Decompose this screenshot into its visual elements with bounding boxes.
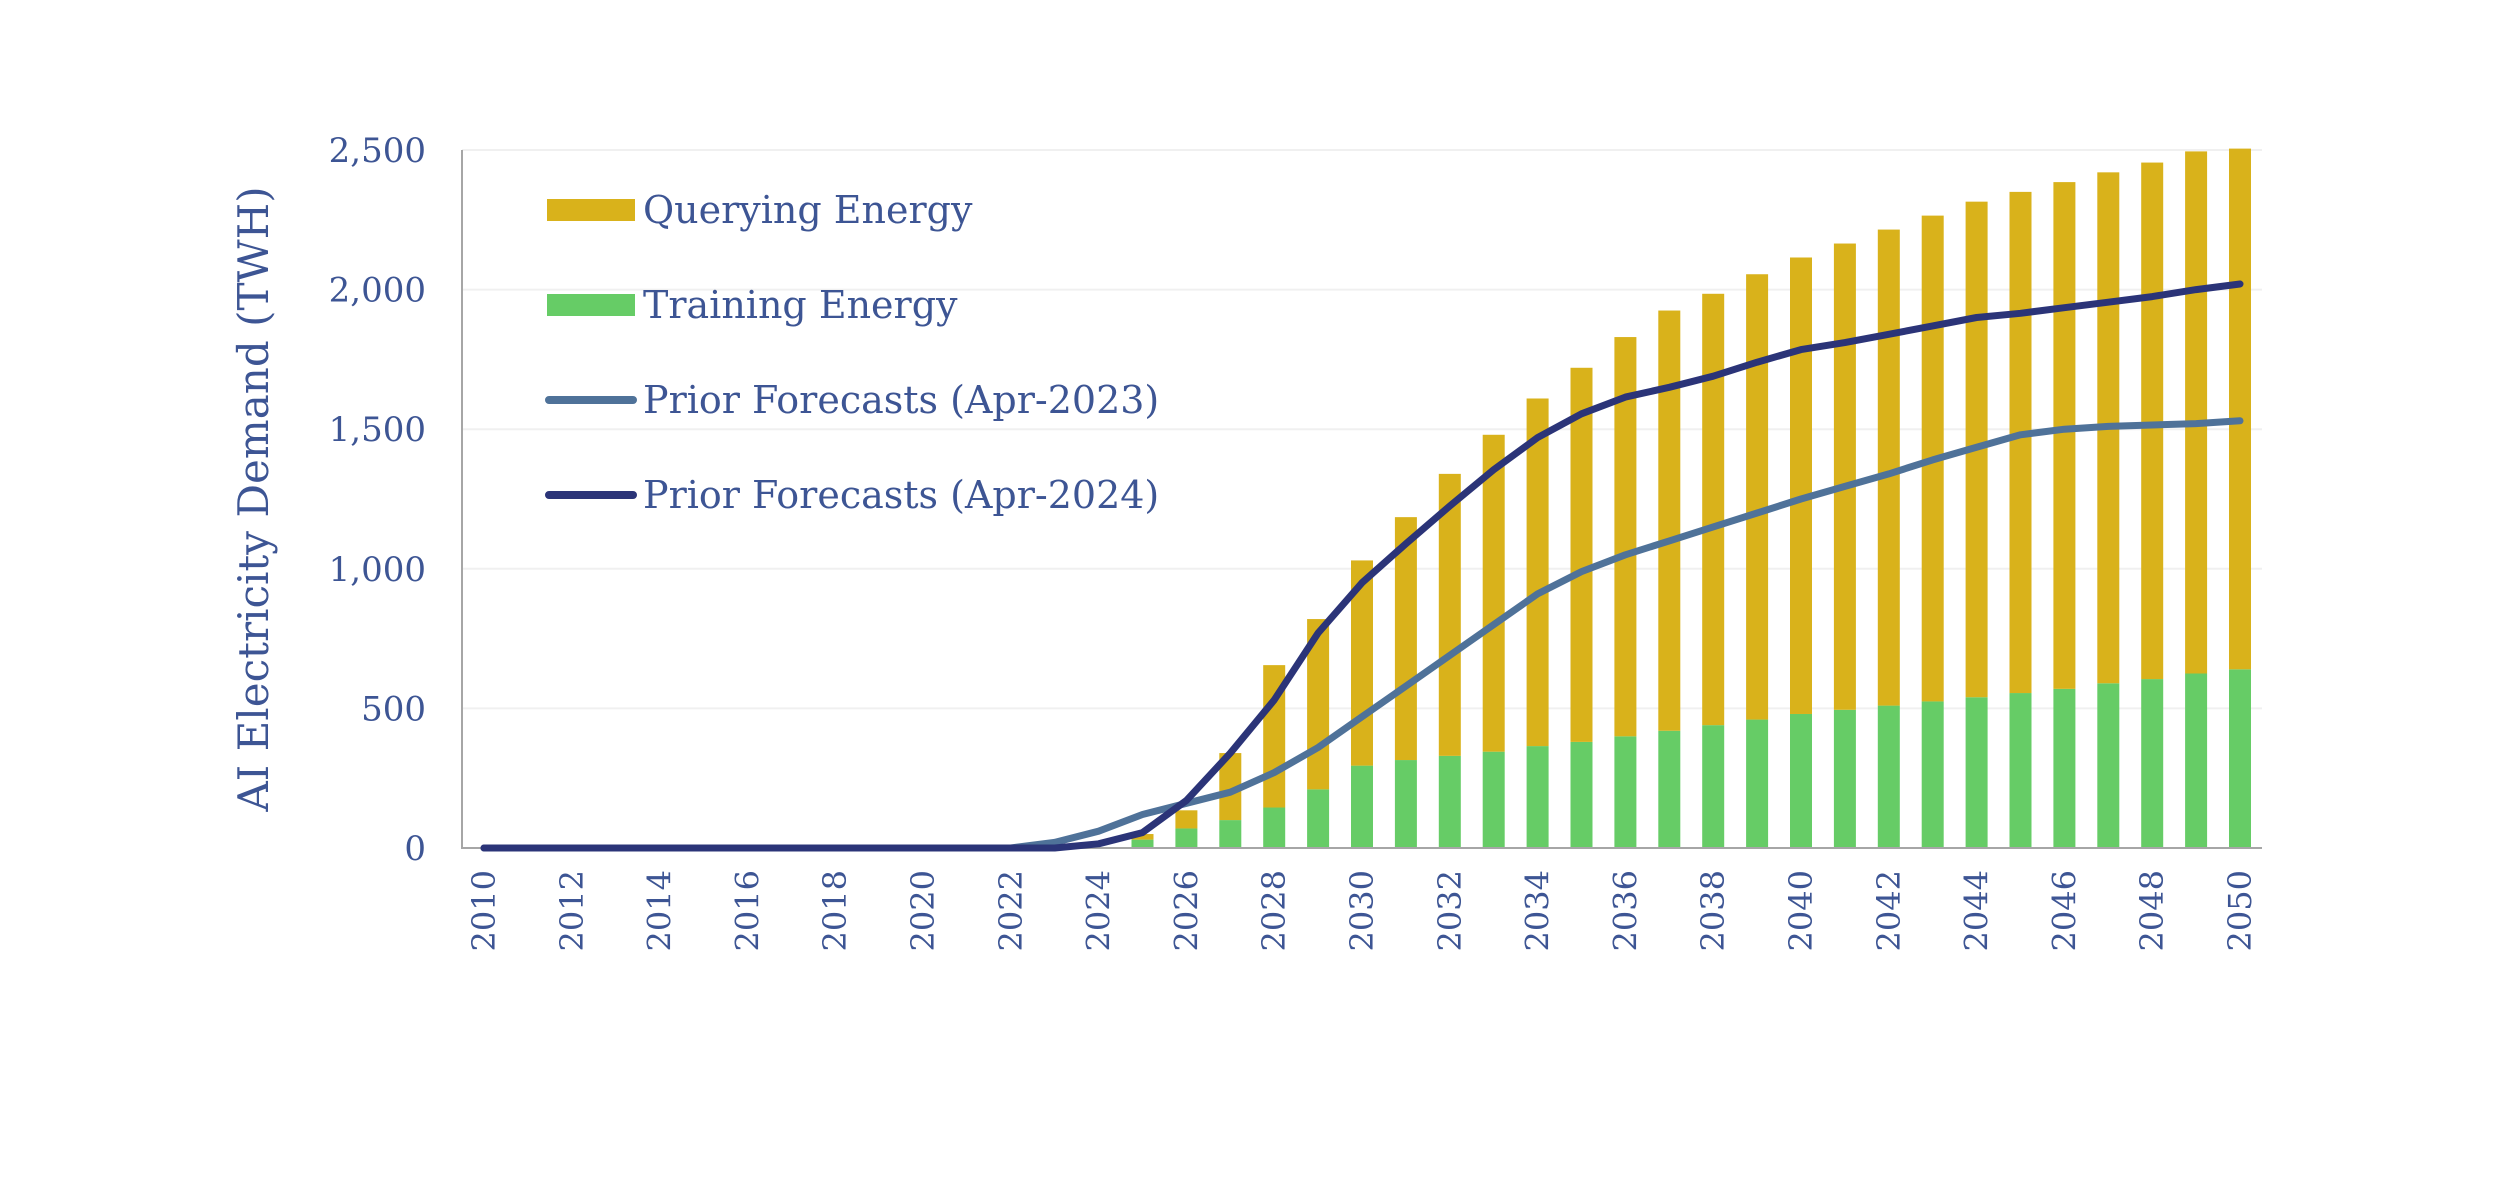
y-tick-label-500: 500 [361, 689, 426, 729]
x-tick-label-2038: 2038 [1694, 870, 1732, 951]
bar-training-energy-2041 [1833, 709, 1856, 848]
line-prior-forecasts-apr-2024- [480, 280, 2244, 852]
bar-querying-energy-2032 [1438, 473, 1461, 756]
legend-swatch-training-energy [547, 294, 635, 316]
x-tick-label-2050: 2050 [2221, 870, 2259, 951]
bar-training-energy-2034 [1526, 746, 1549, 848]
bar-training-energy-2046 [2053, 688, 2076, 848]
legend-label-querying-energy: Querying Energy [643, 188, 973, 232]
bar-training-energy-2042 [1877, 705, 1900, 848]
bar-querying-energy-2031 [1394, 517, 1417, 761]
bar-querying-energy-2039 [1746, 274, 1769, 720]
bar-querying-energy-2025 [1131, 834, 1154, 840]
x-tick-label-2024: 2024 [1080, 870, 1118, 951]
bar-training-energy-2049 [2185, 673, 2208, 848]
bar-training-energy-2045 [2009, 693, 2032, 848]
bar-querying-energy-2035 [1570, 367, 1593, 742]
bar-querying-energy-2038 [1702, 293, 1725, 726]
bar-querying-energy-2033 [1482, 434, 1505, 752]
gridlines [462, 149, 2262, 710]
x-tick-label-2014: 2014 [641, 870, 679, 951]
x-tick-label-2016: 2016 [728, 870, 766, 951]
legend-label-prior-forecasts-apr-2023-: Prior Forecasts (Apr-2023) [643, 378, 1159, 422]
legend-label-training-energy: Training Energy [643, 283, 958, 327]
bar-querying-energy-2027 [1219, 753, 1242, 821]
bar-training-energy-2037 [1658, 730, 1681, 848]
bar-training-energy-2026 [1175, 828, 1198, 848]
x-tick-label-2012: 2012 [553, 870, 591, 951]
x-tick-label-2010: 2010 [465, 870, 503, 951]
bar-querying-energy-2026 [1175, 810, 1198, 829]
bar-training-energy-2028 [1263, 807, 1286, 848]
bar-querying-energy-2046 [2053, 182, 2076, 689]
x-tick-label-2030: 2030 [1343, 870, 1381, 951]
legend: Querying Energy Training Energy Prior Fore… [545, 188, 1159, 517]
legend-label-prior-forecasts-apr-2024-: Prior Forecasts (Apr-2024) [643, 473, 1159, 517]
bar-training-energy-2027 [1219, 820, 1242, 848]
bar-querying-energy-2045 [2009, 191, 2032, 694]
bars [1131, 148, 2251, 848]
x-tick-label-2032: 2032 [1431, 870, 1469, 951]
legend-swatch-querying-energy [547, 199, 635, 221]
x-tick-label-2044: 2044 [1958, 870, 1996, 951]
x-tick-label-2026: 2026 [1167, 870, 1205, 951]
x-tick-label-2034: 2034 [1519, 870, 1557, 951]
bar-querying-energy-2041 [1833, 243, 1856, 710]
bar-training-energy-2050 [2229, 669, 2251, 848]
x-tick-label-2048: 2048 [2133, 870, 2171, 951]
x-tick-labels: 2010 2012 2014 2016 2018 2020 2022 2024 2026 2028… [465, 870, 2259, 951]
bar-querying-energy-2049 [2185, 151, 2208, 674]
forecast-lines [480, 280, 2244, 852]
y-tick-label-2500: 2,500 [329, 131, 426, 171]
bar-querying-energy-2040 [1790, 257, 1812, 714]
bar-training-energy-2044 [1965, 697, 1988, 848]
bar-training-energy-2031 [1394, 760, 1417, 848]
bar-querying-energy-2034 [1526, 398, 1549, 747]
bar-training-energy-2029 [1307, 789, 1330, 848]
bar-training-energy-2038 [1702, 725, 1725, 848]
bar-training-energy-2035 [1570, 741, 1593, 848]
y-tick-label-1500: 1,500 [329, 410, 426, 450]
bar-training-energy-2047 [2097, 683, 2120, 848]
x-tick-label-2042: 2042 [1870, 870, 1908, 951]
y-tick-label-0: 0 [404, 829, 426, 869]
y-tick-labels: 0 500 1,000 1,500 2,000 2,500 [329, 131, 426, 869]
bar-training-energy-2032 [1438, 755, 1461, 848]
bar-training-energy-2040 [1790, 713, 1812, 848]
y-axis-title: AI Electricity Demand (TWH) [229, 186, 278, 812]
bar-training-energy-2033 [1482, 751, 1505, 848]
bar-querying-energy-2042 [1877, 229, 1900, 706]
x-tick-label-2020: 2020 [904, 870, 942, 951]
bar-querying-energy-2036 [1614, 337, 1637, 737]
bar-training-energy-2043 [1921, 701, 1944, 848]
bar-training-energy-2039 [1746, 719, 1769, 848]
y-tick-label-1000: 1,000 [329, 550, 426, 590]
bar-querying-energy-2048 [2141, 162, 2164, 680]
y-tick-label-2000: 2,000 [329, 271, 426, 311]
bar-training-energy-2048 [2141, 679, 2164, 848]
x-tick-label-2040: 2040 [1782, 870, 1820, 951]
x-tick-label-2036: 2036 [1606, 870, 1644, 951]
x-tick-label-2028: 2028 [1255, 870, 1293, 951]
x-tick-label-2046: 2046 [2045, 870, 2083, 951]
bar-training-energy-2030 [1351, 765, 1373, 848]
x-tick-label-2022: 2022 [992, 870, 1030, 951]
bar-querying-energy-2050 [2229, 148, 2251, 670]
x-tick-label-2018: 2018 [816, 870, 854, 951]
bar-training-energy-2025 [1131, 839, 1154, 848]
bar-querying-energy-2037 [1658, 310, 1681, 731]
bar-training-energy-2036 [1614, 736, 1637, 848]
